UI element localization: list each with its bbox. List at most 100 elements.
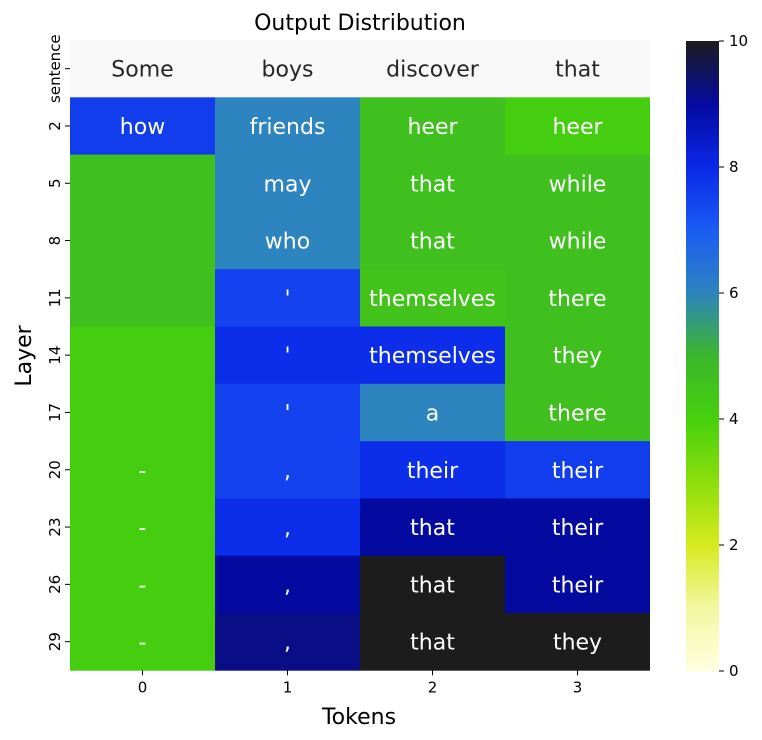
heatmap-cell — [505, 555, 650, 614]
heatmap-cell — [70, 269, 215, 327]
heatmap-cell — [505, 441, 650, 499]
cell-label: ' — [284, 401, 290, 426]
colorbar — [686, 41, 719, 671]
cell-label: ' — [284, 287, 290, 312]
heatmap-cell — [360, 97, 505, 155]
cell-label: ' — [284, 344, 290, 369]
chart-title: Output Distribution — [254, 11, 466, 36]
cell-label: , — [284, 459, 291, 484]
cell-label: their — [552, 573, 604, 598]
heatmap-cell — [505, 326, 650, 385]
heatmap-cell — [215, 555, 360, 614]
x-tick-label: 0 — [138, 678, 148, 696]
y-tick-label: 14 — [46, 346, 64, 365]
colorbar-ticks: 0 2 4 6 8 10 — [719, 32, 748, 680]
heatmap-cell — [360, 326, 505, 385]
heatmap-cell — [70, 40, 215, 98]
cell-label: while — [549, 172, 607, 197]
heatmap-cells: Some boys discover that how friends heer heer ma… — [70, 40, 650, 671]
heatmap-cell — [215, 97, 360, 155]
heatmap-cell — [360, 555, 505, 614]
cell-label: a — [426, 401, 439, 426]
heatmap-cell — [70, 326, 215, 385]
heatmap-cell — [505, 211, 650, 270]
cell-label: - — [139, 573, 147, 598]
cell-label: that — [555, 58, 600, 83]
cell-label: they — [553, 344, 602, 369]
cell-label: that — [410, 631, 455, 656]
cell-label: may — [264, 172, 312, 197]
heatmap-cell — [70, 441, 215, 499]
heatmap-cell — [360, 441, 505, 499]
heatmap-cell — [215, 154, 360, 213]
heatmap-cell — [215, 269, 360, 327]
cell-label: , — [284, 631, 291, 656]
colorbar-tick-label: 10 — [729, 32, 748, 50]
cell-label: - — [139, 516, 147, 541]
heatmap-cell — [215, 326, 360, 385]
x-axis-ticks: 0 1 2 3 — [138, 670, 583, 696]
y-tick-label: 2 — [46, 121, 64, 131]
cell-label: Some — [111, 58, 173, 83]
heatmap-cell — [215, 40, 360, 98]
cell-label: themselves — [369, 344, 496, 369]
y-tick-label: 26 — [46, 575, 64, 594]
heatmap-cell — [70, 498, 215, 557]
y-axis-label: Layer — [12, 324, 37, 386]
cell-label: heer — [407, 115, 458, 140]
cell-label: their — [552, 516, 604, 541]
heatmap-cell — [215, 613, 360, 671]
cell-label: boys — [262, 58, 314, 83]
cell-label: that — [410, 230, 455, 255]
cell-label: friends — [250, 115, 326, 140]
cell-label: - — [139, 631, 147, 656]
x-tick-label: 1 — [283, 678, 293, 696]
x-tick-label: 2 — [428, 678, 438, 696]
cell-label: they — [553, 631, 602, 656]
heatmap-cell — [505, 154, 650, 213]
heatmap-cell — [360, 211, 505, 270]
cell-label: that — [410, 573, 455, 598]
heatmap-cell — [360, 154, 505, 213]
cell-label: themselves — [369, 287, 496, 312]
colorbar-tick-label: 2 — [729, 536, 739, 554]
cell-label: - — [139, 459, 147, 484]
colorbar-tick-label: 8 — [729, 158, 739, 176]
x-axis-label: Tokens — [321, 705, 396, 730]
heatmap-cell — [505, 498, 650, 557]
heatmap-cell — [360, 269, 505, 327]
cell-label: their — [552, 459, 604, 484]
heatmap-cell — [70, 613, 215, 671]
y-tick-label: 20 — [46, 460, 64, 479]
y-tick-label: sentence — [46, 34, 64, 103]
heatmap-cell — [505, 383, 650, 442]
y-tick-label: 17 — [46, 403, 64, 422]
heatmap-cell — [70, 555, 215, 614]
cell-label: heer — [552, 115, 603, 140]
heatmap-cell — [70, 154, 215, 213]
colorbar-tick-label: 6 — [729, 284, 739, 302]
heatmap-cell — [360, 498, 505, 557]
heatmap-cell — [70, 383, 215, 442]
y-tick-label: 29 — [46, 632, 64, 651]
y-tick-label: 11 — [46, 288, 64, 307]
y-tick-label: 8 — [46, 236, 64, 246]
x-tick-label: 3 — [573, 678, 583, 696]
y-tick-label: 23 — [46, 518, 64, 537]
heatmap-cell — [360, 613, 505, 671]
cell-label: there — [548, 287, 606, 312]
cell-label: while — [549, 230, 607, 255]
y-tick-label: 5 — [46, 178, 64, 188]
cell-label: that — [410, 516, 455, 541]
heatmap-cell — [70, 211, 215, 270]
heatmap-cell — [360, 40, 505, 98]
heatmap-cell — [215, 498, 360, 557]
heatmap-cell — [215, 441, 360, 499]
colorbar-tick-label: 0 — [729, 662, 739, 680]
cell-label: who — [265, 230, 310, 255]
heatmap-cell — [215, 211, 360, 270]
heatmap-cell — [505, 97, 650, 155]
y-axis-ticks: sentence 2 5 8 11 14 17 20 23 26 29 — [46, 34, 70, 651]
heatmap-cell — [505, 40, 650, 98]
